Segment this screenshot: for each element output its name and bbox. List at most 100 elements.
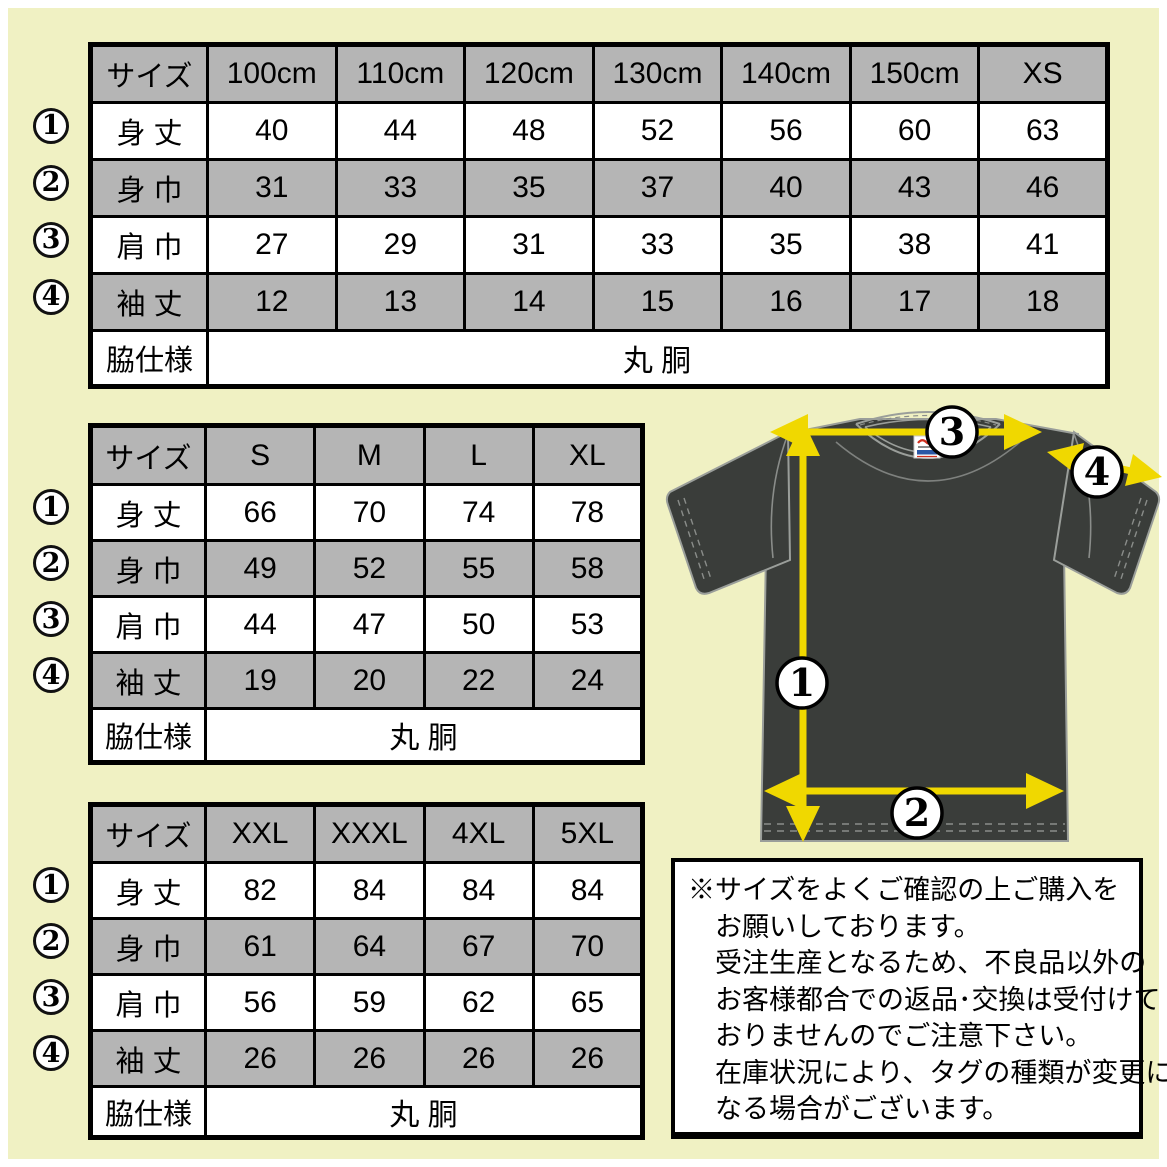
svg-text:4: 4 (1084, 449, 1110, 494)
left-sleeve (665, 430, 792, 595)
size-value: 65 (531, 973, 645, 1032)
badge-shoulder-width: 3 (925, 405, 979, 459)
size-column-header: XXXL (313, 803, 426, 864)
size-value: 38 (848, 215, 981, 275)
size-value: 31 (206, 158, 338, 218)
size-value: 56 (720, 101, 852, 161)
measure-row-label: 身 巾 (89, 158, 209, 218)
measure-row-label: 身 丈 (89, 861, 207, 920)
body-length-arrow (786, 420, 820, 842)
size-column-header: XXL (203, 803, 317, 864)
size-column-header: 120cm (463, 43, 595, 104)
size-value: 15 (591, 272, 724, 332)
size-value: 62 (422, 973, 535, 1032)
circled-number-badge: 2 (33, 923, 69, 959)
size-value: 84 (313, 861, 426, 920)
size-value: 31 (463, 215, 595, 275)
size-value: 67 (422, 917, 535, 976)
size-column-header: 4XL (422, 803, 535, 864)
size-value: 44 (334, 101, 467, 161)
side-spec-value: 丸 胴 (204, 1085, 644, 1139)
size-value: 84 (422, 861, 535, 920)
adult-xxl-5xl-table: サイズ XXL XXXL 4XL 5XL 身 丈 82 84 84 84 身 巾 61 64 67 70 肩 … (88, 802, 645, 1140)
size-value: 84 (531, 861, 645, 920)
measure-row-label: 袖 丈 (89, 1029, 207, 1088)
size-value: 48 (463, 101, 595, 161)
size-column-header: S (203, 424, 317, 486)
size-value: 52 (591, 101, 724, 161)
circled-number-badge: 3 (33, 601, 69, 637)
measure-row-label: 身 丈 (89, 483, 207, 542)
size-value: 40 (720, 158, 852, 218)
measure-row-label: 肩 巾 (89, 973, 207, 1032)
size-value: 82 (203, 861, 317, 920)
measure-row-label: 袖 丈 (89, 651, 207, 710)
size-value: 14 (463, 272, 595, 332)
circled-number-badge: 4 (33, 657, 69, 693)
size-value: 26 (313, 1029, 426, 1088)
side-spec-label: 脇仕様 (89, 707, 207, 764)
size-value: 43 (848, 158, 981, 218)
svg-text:1: 1 (789, 660, 815, 705)
size-value: 35 (720, 215, 852, 275)
size-value: 70 (313, 483, 426, 542)
size-value: 55 (422, 539, 535, 598)
circled-number-badge: 2 (33, 164, 69, 201)
adult-s-xl-table: サイズ S M L XL 身 丈 66 70 74 78 身 巾 49 52 55 58 肩 巾 44 47 50 5… (88, 423, 645, 765)
note-line: ※サイズをよくご確認の上ご購入を (688, 875, 1120, 905)
size-value: 22 (422, 651, 535, 710)
note-line: お願いしております。 (715, 911, 981, 942)
size-column-header: 110cm (334, 43, 467, 104)
badge-sleeve-length: 4 (1070, 445, 1124, 499)
note-line: おりませんのでご注意下さい。 (715, 1021, 1093, 1051)
side-spec-value: 丸 胴 (204, 707, 644, 764)
size-column-header: L (422, 424, 535, 486)
size-value: 74 (422, 483, 535, 542)
size-value: 26 (531, 1029, 645, 1088)
size-value: 78 (531, 483, 645, 542)
size-column-header: 5XL (531, 803, 645, 864)
size-value: 44 (203, 595, 317, 654)
size-value: 52 (313, 539, 426, 598)
size-value: 63 (977, 101, 1109, 161)
size-column-header: 100cm (206, 43, 338, 104)
measure-row-label: 身 巾 (89, 917, 207, 976)
side-spec-label: 脇仕様 (89, 1085, 207, 1139)
kids-size-table: サイズ 100cm 110cm 120cm 130cm 140cm 150cm XS 身 丈 40… (88, 42, 1110, 389)
size-value: 26 (422, 1029, 535, 1088)
size-value: 16 (720, 272, 852, 332)
size-value: 50 (422, 595, 535, 654)
note-line: 受注生産となるため、不良品以外の (715, 948, 1147, 978)
size-value: 60 (848, 101, 981, 161)
badge-body-width: 2 (890, 786, 944, 840)
size-value: 70 (531, 917, 645, 976)
size-value: 26 (203, 1029, 317, 1088)
size-value: 49 (203, 539, 317, 598)
size-value: 61 (203, 917, 317, 976)
size-value: 24 (531, 651, 645, 710)
size-value: 19 (203, 651, 317, 710)
size-column-header: 150cm (848, 43, 981, 104)
circled-number-badge: 1 (33, 489, 69, 525)
size-value: 53 (531, 595, 645, 654)
size-value: 18 (977, 272, 1109, 332)
size-value: 13 (334, 272, 467, 332)
measure-row-label: 肩 巾 (89, 215, 209, 275)
side-spec-label: 脇仕様 (89, 329, 209, 388)
size-header-label: サイズ (89, 43, 209, 104)
size-value: 59 (313, 973, 426, 1032)
circled-number-badge: 3 (33, 221, 69, 258)
circled-number-badge: 3 (33, 979, 69, 1015)
size-value: 64 (313, 917, 426, 976)
adult-s-xl-size-table-box: 1 2 3 4 サイズ S M L XL 身 丈 66 70 74 78 身 巾 49 52 55 58 肩 巾 44 4… (33, 423, 645, 765)
note-line: 在庫状況により、タグの種類が変更に (715, 1057, 1167, 1088)
note-line: なる場合がございます。 (715, 1094, 1010, 1124)
size-value: 40 (206, 101, 338, 161)
size-value: 56 (203, 973, 317, 1032)
tshirt-measurement-diagram: 1 2 3 4 (665, 405, 1162, 842)
size-column-header: 130cm (591, 43, 724, 104)
measure-row-label: 身 巾 (89, 539, 207, 598)
size-value: 17 (848, 272, 981, 332)
size-value: 20 (313, 651, 426, 710)
